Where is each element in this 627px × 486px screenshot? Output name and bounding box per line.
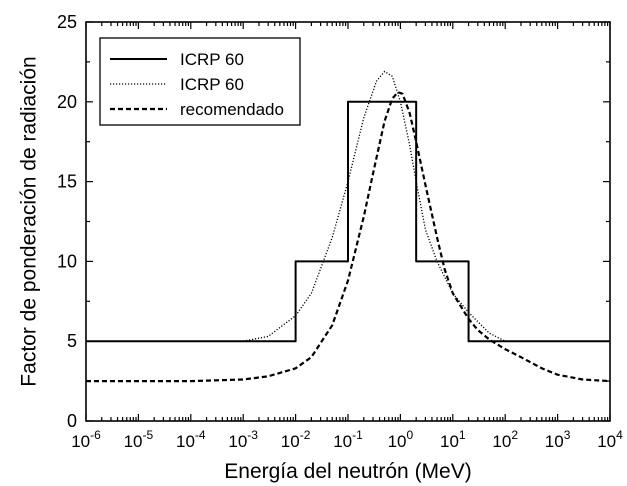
x-tick-label: 10-2 — [281, 428, 311, 451]
x-axis-label: Energía del neutrón (MeV) — [224, 460, 471, 483]
x-tick-label: 10-6 — [71, 428, 101, 451]
series-line-solid — [86, 100, 610, 343]
y-tick-labels: 0 5 10 15 20 25 — [57, 12, 77, 431]
y-tick-label: 10 — [57, 251, 77, 271]
y-tick-label: 5 — [67, 331, 77, 351]
x-tick-label: 104 — [597, 428, 623, 451]
plot-area: 10-6 10-5 10-4 10-3 10-2 10-1 100 101 102 103 104 … — [57, 12, 623, 451]
y-tick-label: 20 — [57, 92, 77, 112]
y-tick-label: 0 — [67, 411, 77, 431]
series-layer — [86, 70, 611, 383]
x-tick-label: 100 — [388, 428, 414, 451]
legend-label: recomendado — [180, 100, 284, 119]
legend: ICRP 60 ICRP 60 recomendado — [99, 37, 301, 126]
series-line-dotted — [243, 70, 506, 342]
series-line-dashed — [86, 91, 611, 383]
y-axis-label: Factor de ponderación de radiación — [18, 56, 41, 386]
x-tick-label: 10-4 — [176, 428, 206, 451]
x-tick-label: 101 — [440, 428, 466, 451]
y-tick-label: 25 — [57, 12, 77, 32]
x-tick-label: 102 — [492, 428, 518, 451]
legend-box — [99, 37, 301, 126]
tick-marks — [85, 21, 611, 422]
x-tick-label: 10-5 — [124, 428, 154, 451]
x-tick-label: 10-3 — [228, 428, 258, 451]
y-tick-label: 15 — [57, 172, 77, 192]
x-tick-labels: 10-6 10-5 10-4 10-3 10-2 10-1 100 101 102 103 104 — [71, 428, 623, 451]
legend-label: ICRP 60 — [180, 75, 244, 94]
x-tick-label: 10-1 — [333, 428, 363, 451]
legend-label: ICRP 60 — [180, 50, 244, 69]
x-tick-label: 103 — [545, 428, 571, 451]
